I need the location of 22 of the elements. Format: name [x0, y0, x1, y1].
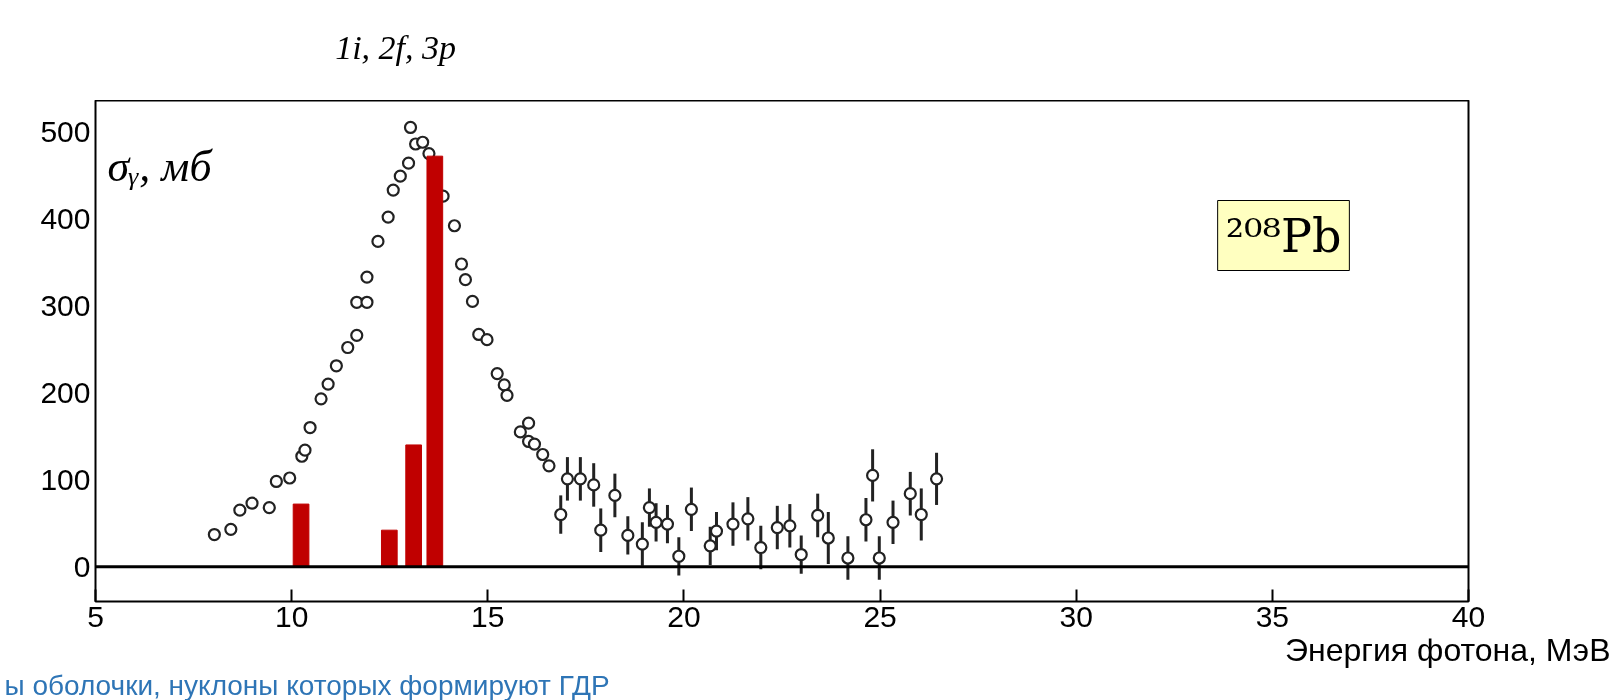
y-tick-label: 200: [40, 375, 91, 409]
x-tick-label: 40: [1451, 599, 1486, 633]
y-tick-label: 400: [40, 201, 91, 235]
y-tick-label: 0: [73, 549, 91, 583]
x-tick-label: 10: [274, 599, 309, 633]
y-axis-title: σᵧ, мб: [107, 141, 214, 191]
bar: [405, 444, 422, 568]
y-tick-label: 300: [40, 288, 91, 322]
x-tick-label: 30: [1059, 599, 1093, 633]
bar: [380, 529, 398, 568]
x-tick-label: 15: [471, 599, 505, 633]
annotation: ²⁰⁸Pb: [1225, 208, 1342, 263]
text: ы оболочки, нуклоны которых формируют ГДР: [4, 669, 610, 700]
x-tick-label: 25: [863, 599, 897, 633]
x-axis-title: Энергия фотона, МэВ: [1285, 631, 1611, 668]
y-tick-label: 500: [40, 114, 91, 148]
text: 1i, 2f, 3p: [335, 28, 457, 66]
x-tick-label: 20: [667, 599, 701, 633]
bar: [292, 503, 310, 568]
x-tick-label: 35: [1255, 599, 1290, 633]
y-tick-label: 100: [40, 462, 91, 496]
x-tick-label: 5: [87, 599, 104, 633]
